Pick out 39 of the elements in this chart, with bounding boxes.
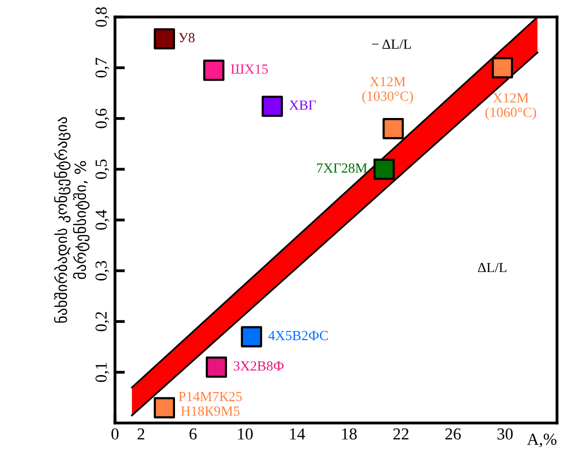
point [262,96,283,117]
x-axis-title: A,% [527,434,556,448]
x-tick-label: 0 [111,428,119,440]
x-tick-label: 30 [497,428,513,440]
series-label: Р14М7К25 Н18К9М5 [178,392,242,416]
annotation: ΔL/L [478,262,506,272]
x-tick-label: 2 [138,428,144,440]
x-tick-label: 6 [190,428,197,440]
point [154,28,176,50]
annotation: − ΔL/L [372,40,411,49]
series-label: 4Х5В2ФС [268,330,328,340]
y-tick-label: 0,2 [96,312,110,332]
y-tick-label: 0,3 [96,260,110,281]
series-label: Х12М (1060°C) [485,93,536,120]
y-tick-label: 0,7 [96,58,110,78]
series-label: 7ХГ28М [317,163,368,173]
x-tick-label: 14 [290,428,306,440]
series-label: 3Х2В8Ф [234,361,284,371]
point [154,397,176,418]
y-tick-label: 0,6 [96,108,110,128]
x-tick-label: 26 [445,428,461,440]
point [240,326,262,348]
point [382,118,404,140]
point [206,356,228,378]
series-label: У8 [178,32,195,42]
point [373,158,395,180]
x-tick-label: 18 [342,428,357,440]
y-axis-title: ნახშირბადის კონცენტრაცია მარტენსიტში, % [54,117,90,323]
point [492,57,514,78]
x-tick-label: 10 [238,428,253,440]
series-label: ШХ15 [230,64,268,74]
series-label: ХВГ [289,100,316,110]
series-label: Х12М (1030°C) [362,76,413,104]
y-tick-label: 0,4 [96,210,110,230]
y-tick-label: 0,5 [96,159,110,180]
x-tick-label: 22 [393,428,408,440]
y-tick-label: 0,1 [96,362,110,382]
y-tick-label: 0,8 [96,7,110,27]
point [203,60,224,81]
